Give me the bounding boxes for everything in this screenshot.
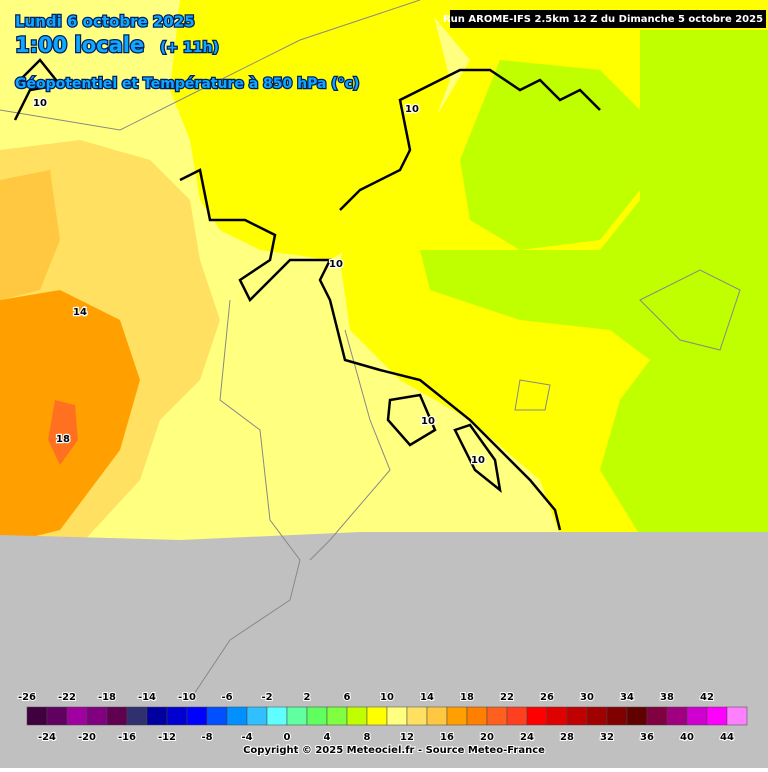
contour-label: 10 bbox=[471, 455, 485, 466]
legend-label-bottom: -24 bbox=[38, 732, 56, 743]
legend-label-top: 10 bbox=[380, 692, 394, 703]
legend-label-top: -2 bbox=[261, 692, 272, 703]
legend-label-top: 2 bbox=[304, 692, 311, 703]
legend-swatch bbox=[306, 706, 328, 726]
legend-swatch bbox=[446, 706, 468, 726]
zone-hot bbox=[48, 400, 78, 465]
legend-swatch bbox=[686, 706, 708, 726]
contour-label: 18 bbox=[56, 434, 70, 445]
legend-swatch bbox=[66, 706, 88, 726]
legend-label-bottom: 20 bbox=[480, 732, 494, 743]
legend-label-top: 30 bbox=[580, 692, 594, 703]
legend-label-top: -22 bbox=[58, 692, 76, 703]
legend-swatch bbox=[486, 706, 508, 726]
zone-green bbox=[420, 30, 768, 535]
legend-label-top: -18 bbox=[98, 692, 116, 703]
legend-swatch bbox=[226, 706, 248, 726]
legend-swatch bbox=[206, 706, 228, 726]
legend-swatch bbox=[466, 706, 488, 726]
offset: (+ 11h) bbox=[160, 40, 219, 56]
legend-label-bottom: 0 bbox=[284, 732, 291, 743]
legend-label-top: 26 bbox=[540, 692, 554, 703]
legend-swatch bbox=[166, 706, 188, 726]
legend-label-top: 14 bbox=[420, 692, 434, 703]
field-title: Géopotentiel et Température à 850 hPa (°… bbox=[15, 76, 359, 92]
legend-label-bottom: 8 bbox=[364, 732, 371, 743]
legend-label-top: 34 bbox=[620, 692, 634, 703]
legend-label-bottom: 36 bbox=[640, 732, 654, 743]
legend-swatch bbox=[286, 706, 308, 726]
legend-label-top: -26 bbox=[18, 692, 36, 703]
legend-label-top: 38 bbox=[660, 692, 674, 703]
legend-swatch bbox=[706, 706, 728, 726]
legend-label-bottom: 24 bbox=[520, 732, 534, 743]
legend-label-top: -10 bbox=[178, 692, 196, 703]
legend-swatch bbox=[726, 706, 748, 726]
legend-swatch bbox=[346, 706, 368, 726]
contour-label: 10 bbox=[421, 416, 435, 427]
legend-label-bottom: 16 bbox=[440, 732, 454, 743]
legend-swatch bbox=[366, 706, 388, 726]
legend-label-bottom: 12 bbox=[400, 732, 414, 743]
run-info: Run AROME-IFS 2.5km 12 Z du Dimanche 5 o… bbox=[443, 14, 763, 25]
legend-swatch bbox=[586, 706, 608, 726]
legend-swatch bbox=[526, 706, 548, 726]
legend: -26 -22 -18 -14 -10 -6 -2 2 6 10 14 18 22 26 30 34 38 42-… bbox=[17, 691, 748, 744]
legend-label-bottom: -20 bbox=[78, 732, 96, 743]
zone-yellow-north bbox=[170, 0, 450, 260]
legend-swatch bbox=[86, 706, 108, 726]
coastlines bbox=[0, 0, 741, 701]
legend-label-bottom: 40 bbox=[680, 732, 694, 743]
legend-swatch bbox=[246, 706, 268, 726]
legend-swatch bbox=[606, 706, 628, 726]
contour-label: 14 bbox=[73, 307, 87, 318]
contour-label: 10 bbox=[33, 98, 47, 109]
legend-swatch bbox=[626, 706, 648, 726]
legend-swatch bbox=[126, 706, 148, 726]
legend-label-bottom: -4 bbox=[241, 732, 252, 743]
legend-swatch bbox=[46, 706, 68, 726]
legend-swatch bbox=[646, 706, 668, 726]
contour-lines bbox=[13, 58, 601, 531]
legend-swatch bbox=[426, 706, 448, 726]
legend-label-top: 42 bbox=[700, 692, 714, 703]
legend-swatch bbox=[146, 706, 168, 726]
legend-swatch bbox=[266, 706, 288, 726]
legend-label-top: 22 bbox=[500, 692, 514, 703]
legend-swatch bbox=[546, 706, 568, 726]
legend-label-top: 6 bbox=[344, 692, 351, 703]
copyright: Copyright © 2025 Meteociel.fr - Source M… bbox=[243, 745, 545, 756]
legend-swatch bbox=[406, 706, 428, 726]
zone-warmer bbox=[0, 170, 60, 300]
contour-label: 10 bbox=[405, 104, 419, 115]
legend-swatch bbox=[386, 706, 408, 726]
legend-swatch bbox=[106, 706, 128, 726]
legend-label-top: 18 bbox=[460, 692, 474, 703]
legend-label-bottom: -16 bbox=[118, 732, 136, 743]
legend-label-bottom: -8 bbox=[201, 732, 212, 743]
run-box bbox=[450, 10, 766, 28]
legend-swatch bbox=[566, 706, 588, 726]
legend-label-top: -6 bbox=[221, 692, 232, 703]
legend-label-bottom: 28 bbox=[560, 732, 574, 743]
legend-label-top: -14 bbox=[138, 692, 156, 703]
legend-swatch bbox=[186, 706, 208, 726]
legend-label-bottom: 32 bbox=[600, 732, 614, 743]
contour-label: 10 bbox=[329, 259, 343, 270]
legend-swatch bbox=[326, 706, 348, 726]
legend-swatch bbox=[666, 706, 688, 726]
legend-swatch bbox=[26, 706, 48, 726]
legend-label-bottom: -12 bbox=[158, 732, 176, 743]
time: 1:00 locale bbox=[15, 33, 144, 57]
date: Lundi 6 octobre 2025 bbox=[15, 13, 195, 31]
legend-label-bottom: 4 bbox=[324, 732, 331, 743]
legend-swatch bbox=[506, 706, 528, 726]
legend-label-bottom: 44 bbox=[720, 732, 734, 743]
